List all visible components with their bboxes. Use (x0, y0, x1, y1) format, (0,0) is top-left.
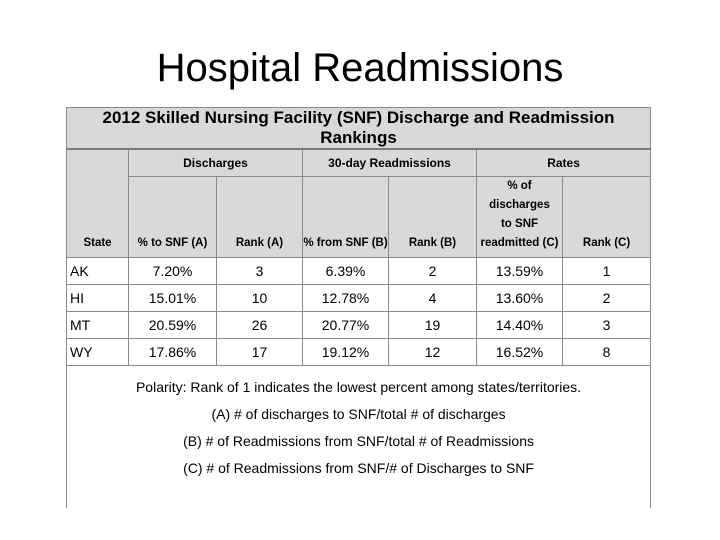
cell-rank-b: 12 (388, 338, 477, 366)
table-row: AK 7.20% 3 6.39% 2 13.59% 1 (66, 257, 652, 285)
cell-rank-a: 17 (216, 338, 303, 366)
group-header-blank (66, 148, 129, 177)
slide-title: Hospital Readmissions (156, 46, 564, 90)
column-header-pct-to-snf: % to SNF (A) (128, 176, 217, 258)
note-a: (A) # of discharges to SNF/total # of di… (211, 406, 506, 422)
cell-state: AK (66, 257, 129, 285)
note-b: (B) # of Readmissions from SNF/total # o… (183, 433, 534, 449)
column-header-pct-readmitted: % of discharges to SNF readmitted (C) (476, 176, 563, 258)
note-c: (C) # of Readmissions from SNF/# of Disc… (183, 460, 534, 476)
cell-rank-c: 3 (561, 311, 652, 339)
cell-pct-from-snf: 6.39% (302, 257, 389, 285)
group-header-discharges: Discharges (128, 148, 303, 177)
cell-state: WY (66, 338, 129, 366)
cell-rank-b: 4 (388, 284, 477, 312)
cell-pct-from-snf: 12.78% (302, 284, 389, 312)
table-row: HI 15.01% 10 12.78% 4 13.60% 2 (66, 284, 652, 312)
cell-rank-c: 1 (561, 257, 652, 285)
note-polarity: Polarity: Rank of 1 indicates the lowest… (135, 379, 582, 395)
table-title: 2012 Skilled Nursing Facility (SNF) Disc… (65, 107, 652, 150)
cell-pct-to-snf: 17.86% (128, 338, 217, 366)
column-header-pct-readmitted-line1: % of discharges (489, 180, 550, 211)
cell-pct-to-snf: 15.01% (128, 284, 217, 312)
cell-pct-from-snf: 20.77% (302, 311, 389, 339)
rankings-table: 2012 Skilled Nursing Facility (SNF) Disc… (65, 107, 652, 508)
cell-rank-a: 3 (216, 257, 303, 285)
column-header-rank-c: Rank (C) (561, 176, 652, 258)
cell-pct-to-snf: 20.59% (128, 311, 217, 339)
column-header-pct-from-snf: % from SNF (B) (302, 176, 389, 258)
column-header-rank-a: Rank (A) (216, 176, 303, 258)
column-header-pct-readmitted-line3: readmitted (C) (480, 237, 559, 249)
column-header-pct-readmitted-line2: to SNF (500, 218, 539, 230)
table-notes: Polarity: Rank of 1 indicates the lowest… (65, 365, 652, 508)
table-row: WY 17.86% 17 19.12% 12 16.52% 8 (66, 338, 652, 366)
group-header-rates: Rates (475, 148, 652, 177)
cell-rank-a: 10 (216, 284, 303, 312)
table-row: MT 20.59% 26 20.77% 19 14.40% 3 (66, 311, 652, 339)
cell-pct-to-snf: 7.20% (128, 257, 217, 285)
cell-rank-b: 19 (388, 311, 477, 339)
cell-rank-b: 2 (388, 257, 477, 285)
cell-pct-readmitted: 16.52% (476, 338, 563, 366)
cell-pct-readmitted: 13.59% (476, 257, 563, 285)
cell-pct-readmitted: 13.60% (476, 284, 563, 312)
cell-state: MT (66, 311, 129, 339)
cell-pct-readmitted: 14.40% (476, 311, 563, 339)
rankings-table-image: 2012 Skilled Nursing Facility (SNF) Disc… (65, 107, 652, 508)
cell-rank-c: 8 (561, 338, 652, 366)
cell-rank-a: 26 (216, 311, 303, 339)
cell-pct-from-snf: 19.12% (302, 338, 389, 366)
group-header-readmissions: 30-day Readmissions (302, 148, 477, 177)
cell-rank-c: 2 (561, 284, 652, 312)
cell-state: HI (66, 284, 129, 312)
column-header-state: State (66, 176, 129, 258)
column-header-rank-b: Rank (B) (388, 176, 477, 258)
